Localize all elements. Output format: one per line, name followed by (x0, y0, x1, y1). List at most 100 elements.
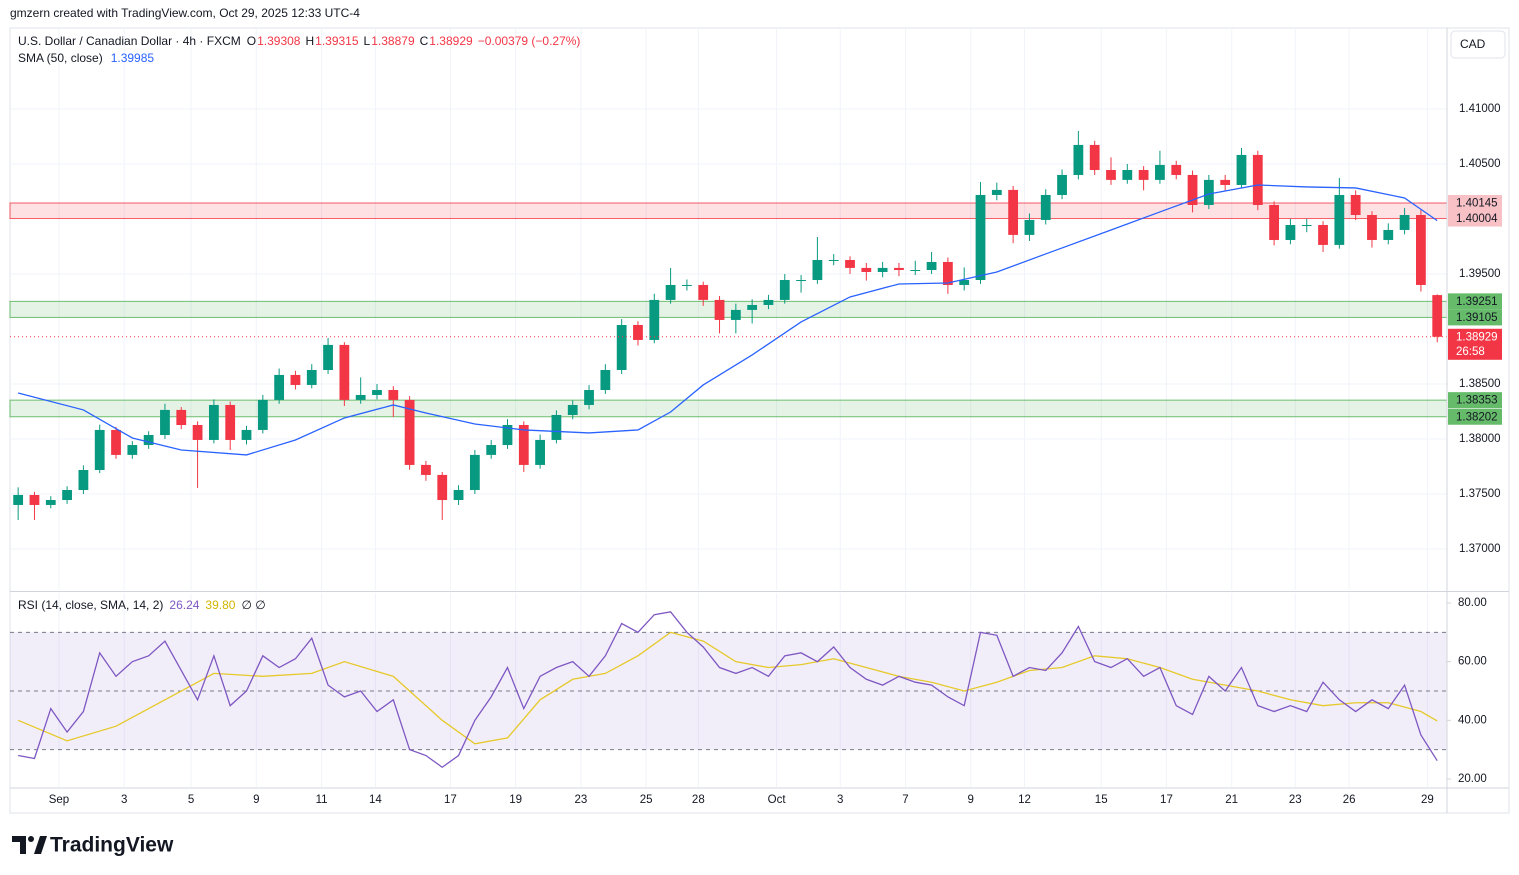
attribution: gmzern created with TradingView.com, Oct… (10, 6, 360, 20)
legend: SMA (50, close) 1.39985 (18, 51, 154, 65)
candle-body (861, 267, 872, 272)
x-tick-label: 28 (692, 794, 705, 806)
legend-item: 1.39985 (111, 51, 155, 65)
candle-body (421, 464, 431, 475)
brand-name: TradingView (50, 834, 174, 857)
zone-price-label: 1.40145 (1456, 198, 1498, 210)
legend: RSI (14, close, SMA, 14, 2) 26.24 39.80 ∅ ∅ (18, 598, 266, 612)
candle-body (1155, 164, 1165, 180)
x-tick-label: 23 (1289, 794, 1302, 806)
currency-button[interactable] (1450, 30, 1506, 59)
candle-body (682, 284, 692, 286)
candle-body (926, 261, 937, 271)
x-tick-label: 3 (837, 794, 843, 806)
candle-body (29, 494, 40, 505)
zone (9, 202, 1448, 220)
legend-item: 26.24 (169, 598, 199, 612)
x-tick-label: Oct (768, 794, 787, 806)
legend-item: L (364, 34, 371, 48)
x-tick-label: 7 (902, 794, 908, 806)
rsi-tick-label: 80.00 (1458, 597, 1487, 609)
zone-price-label: 1.40004 (1456, 213, 1498, 225)
candle-body (192, 424, 203, 440)
candle-body (241, 429, 252, 440)
candle-body (62, 490, 72, 501)
countdown: 26:58 (1456, 346, 1485, 358)
zone-price-box (1448, 408, 1502, 425)
candle-body (1432, 295, 1443, 337)
candle-body (1416, 215, 1426, 285)
legend-item: U.S. Dollar / Canadian Dollar · 4h · FXC… (18, 34, 241, 48)
candle-body (45, 500, 56, 505)
candle-body (1203, 179, 1214, 205)
y-tick-label: 1.37500 (1459, 488, 1501, 500)
legend-item: 39.80 (205, 598, 235, 612)
currency[interactable]: CAD (1460, 37, 1486, 51)
legend-item: 1.39308 (257, 34, 301, 48)
legend-item: ∅ ∅ (241, 598, 265, 612)
candle-body (877, 267, 888, 272)
zone-price-box (1448, 293, 1502, 310)
candle-body (1220, 179, 1231, 185)
candle-body (616, 325, 627, 370)
candle-body (486, 445, 497, 455)
x-tick-label: 15 (1095, 794, 1108, 806)
plot-layer (9, 28, 1448, 787)
rsi-tick-label: 20.00 (1458, 773, 1487, 785)
candle-body (127, 445, 138, 455)
candle-body (1106, 170, 1116, 180)
x-tick-label: 17 (1160, 794, 1173, 806)
x-tick-label: 5 (188, 794, 194, 806)
current-price-label: 1.38929 (1456, 331, 1498, 343)
candle-body (551, 414, 562, 440)
candle-body (1318, 225, 1328, 245)
candle-body (1122, 170, 1133, 180)
y-tick-label: 1.39500 (1459, 268, 1501, 280)
zone-price-box (1448, 392, 1502, 409)
candle-body (584, 390, 594, 405)
candle-body (828, 259, 839, 261)
candle-body (437, 474, 448, 501)
candle-body (306, 369, 317, 385)
legend: U.S. Dollar / Canadian Dollar · 4h · FXC… (18, 34, 580, 48)
candle-body (1252, 154, 1263, 205)
zone-price-label: 1.39105 (1456, 312, 1498, 324)
candle-body (942, 261, 953, 285)
candle-body (763, 299, 774, 305)
zone-price-label: 1.38353 (1456, 395, 1498, 407)
candle-body (355, 394, 366, 400)
zone-price-box (1448, 195, 1502, 212)
candle-body (1334, 194, 1345, 245)
candle-body (975, 194, 986, 281)
x-tick-label: 29 (1421, 794, 1434, 806)
x-tick-label: 23 (574, 794, 587, 806)
zone (9, 300, 1448, 318)
candle-body (796, 280, 806, 282)
legend-item: 1.38879 (371, 34, 415, 48)
candle-body (730, 309, 741, 320)
candle-body (959, 280, 970, 285)
candle-body (1236, 154, 1247, 185)
x-tick-label: 21 (1225, 794, 1238, 806)
candle-body (1301, 225, 1312, 227)
y-tick-label: 1.40500 (1459, 158, 1501, 170)
candle-body (372, 390, 382, 395)
rsi-tick-label: 40.00 (1458, 714, 1487, 726)
candle-body (747, 304, 758, 310)
candle-body (649, 299, 660, 340)
candle-body (633, 325, 643, 340)
candle-body (1367, 215, 1377, 240)
zone-price-label: 1.39251 (1456, 296, 1498, 308)
rsi-line (18, 611, 1438, 769)
candle-body (111, 429, 121, 455)
candle-body (339, 344, 350, 400)
x-tick-label: 11 (316, 794, 328, 806)
zone-price-box (1448, 309, 1502, 326)
y-tick-label: 1.41000 (1459, 103, 1501, 115)
y-tick-label: 1.37000 (1459, 543, 1501, 555)
zone-price-box (1448, 210, 1502, 227)
candle-body (1350, 194, 1361, 216)
rsi-band (10, 632, 1447, 750)
candle-body (1073, 144, 1084, 175)
candle-body (845, 259, 855, 268)
